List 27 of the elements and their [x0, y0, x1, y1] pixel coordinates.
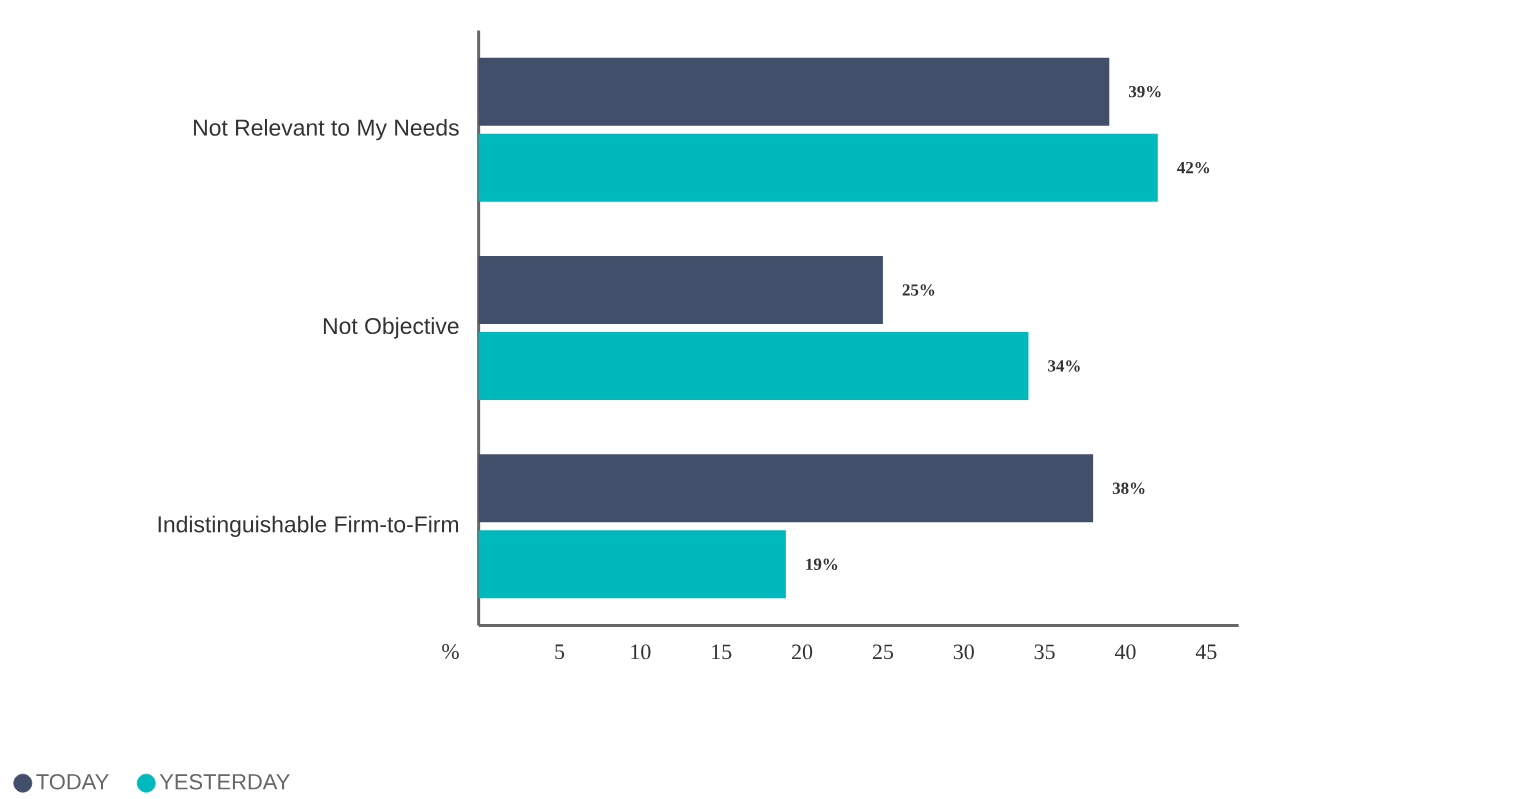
data-label: 25%	[902, 284, 935, 296]
y-tick-label: Not Objective	[323, 317, 459, 339]
y-tick-label: Not Relevant to My Needs	[194, 118, 459, 141]
x-tick-label: 10	[631, 644, 651, 660]
legend-label: YESTERDAY	[159, 774, 290, 790]
bar	[478, 530, 786, 599]
bar	[478, 255, 883, 324]
x-tick-label: 45	[1195, 644, 1217, 660]
x-tick-label: 5	[555, 644, 565, 660]
x-tick-label: 35	[1034, 644, 1055, 660]
bar	[478, 57, 1110, 126]
data-label: 38%	[1112, 482, 1145, 495]
legend-label: TODAY	[36, 774, 109, 790]
x-tick-label: 30	[953, 644, 974, 660]
x-tick-label: 20	[792, 644, 813, 660]
x-axis-title: %	[442, 644, 459, 659]
y-tick-label: Indistinguishable Firm-to-Firm	[158, 515, 459, 537]
x-tick-label: 40	[1114, 644, 1136, 660]
data-label: 34%	[1048, 360, 1080, 372]
bar	[478, 331, 1029, 400]
data-label: 19%	[806, 558, 838, 571]
x-tick-label: 25	[872, 644, 893, 660]
x-tick-label: 15	[712, 644, 732, 660]
bar	[478, 133, 1158, 202]
data-label: 42%	[1177, 161, 1210, 174]
bar	[478, 454, 1094, 523]
data-label: 39%	[1128, 85, 1161, 98]
